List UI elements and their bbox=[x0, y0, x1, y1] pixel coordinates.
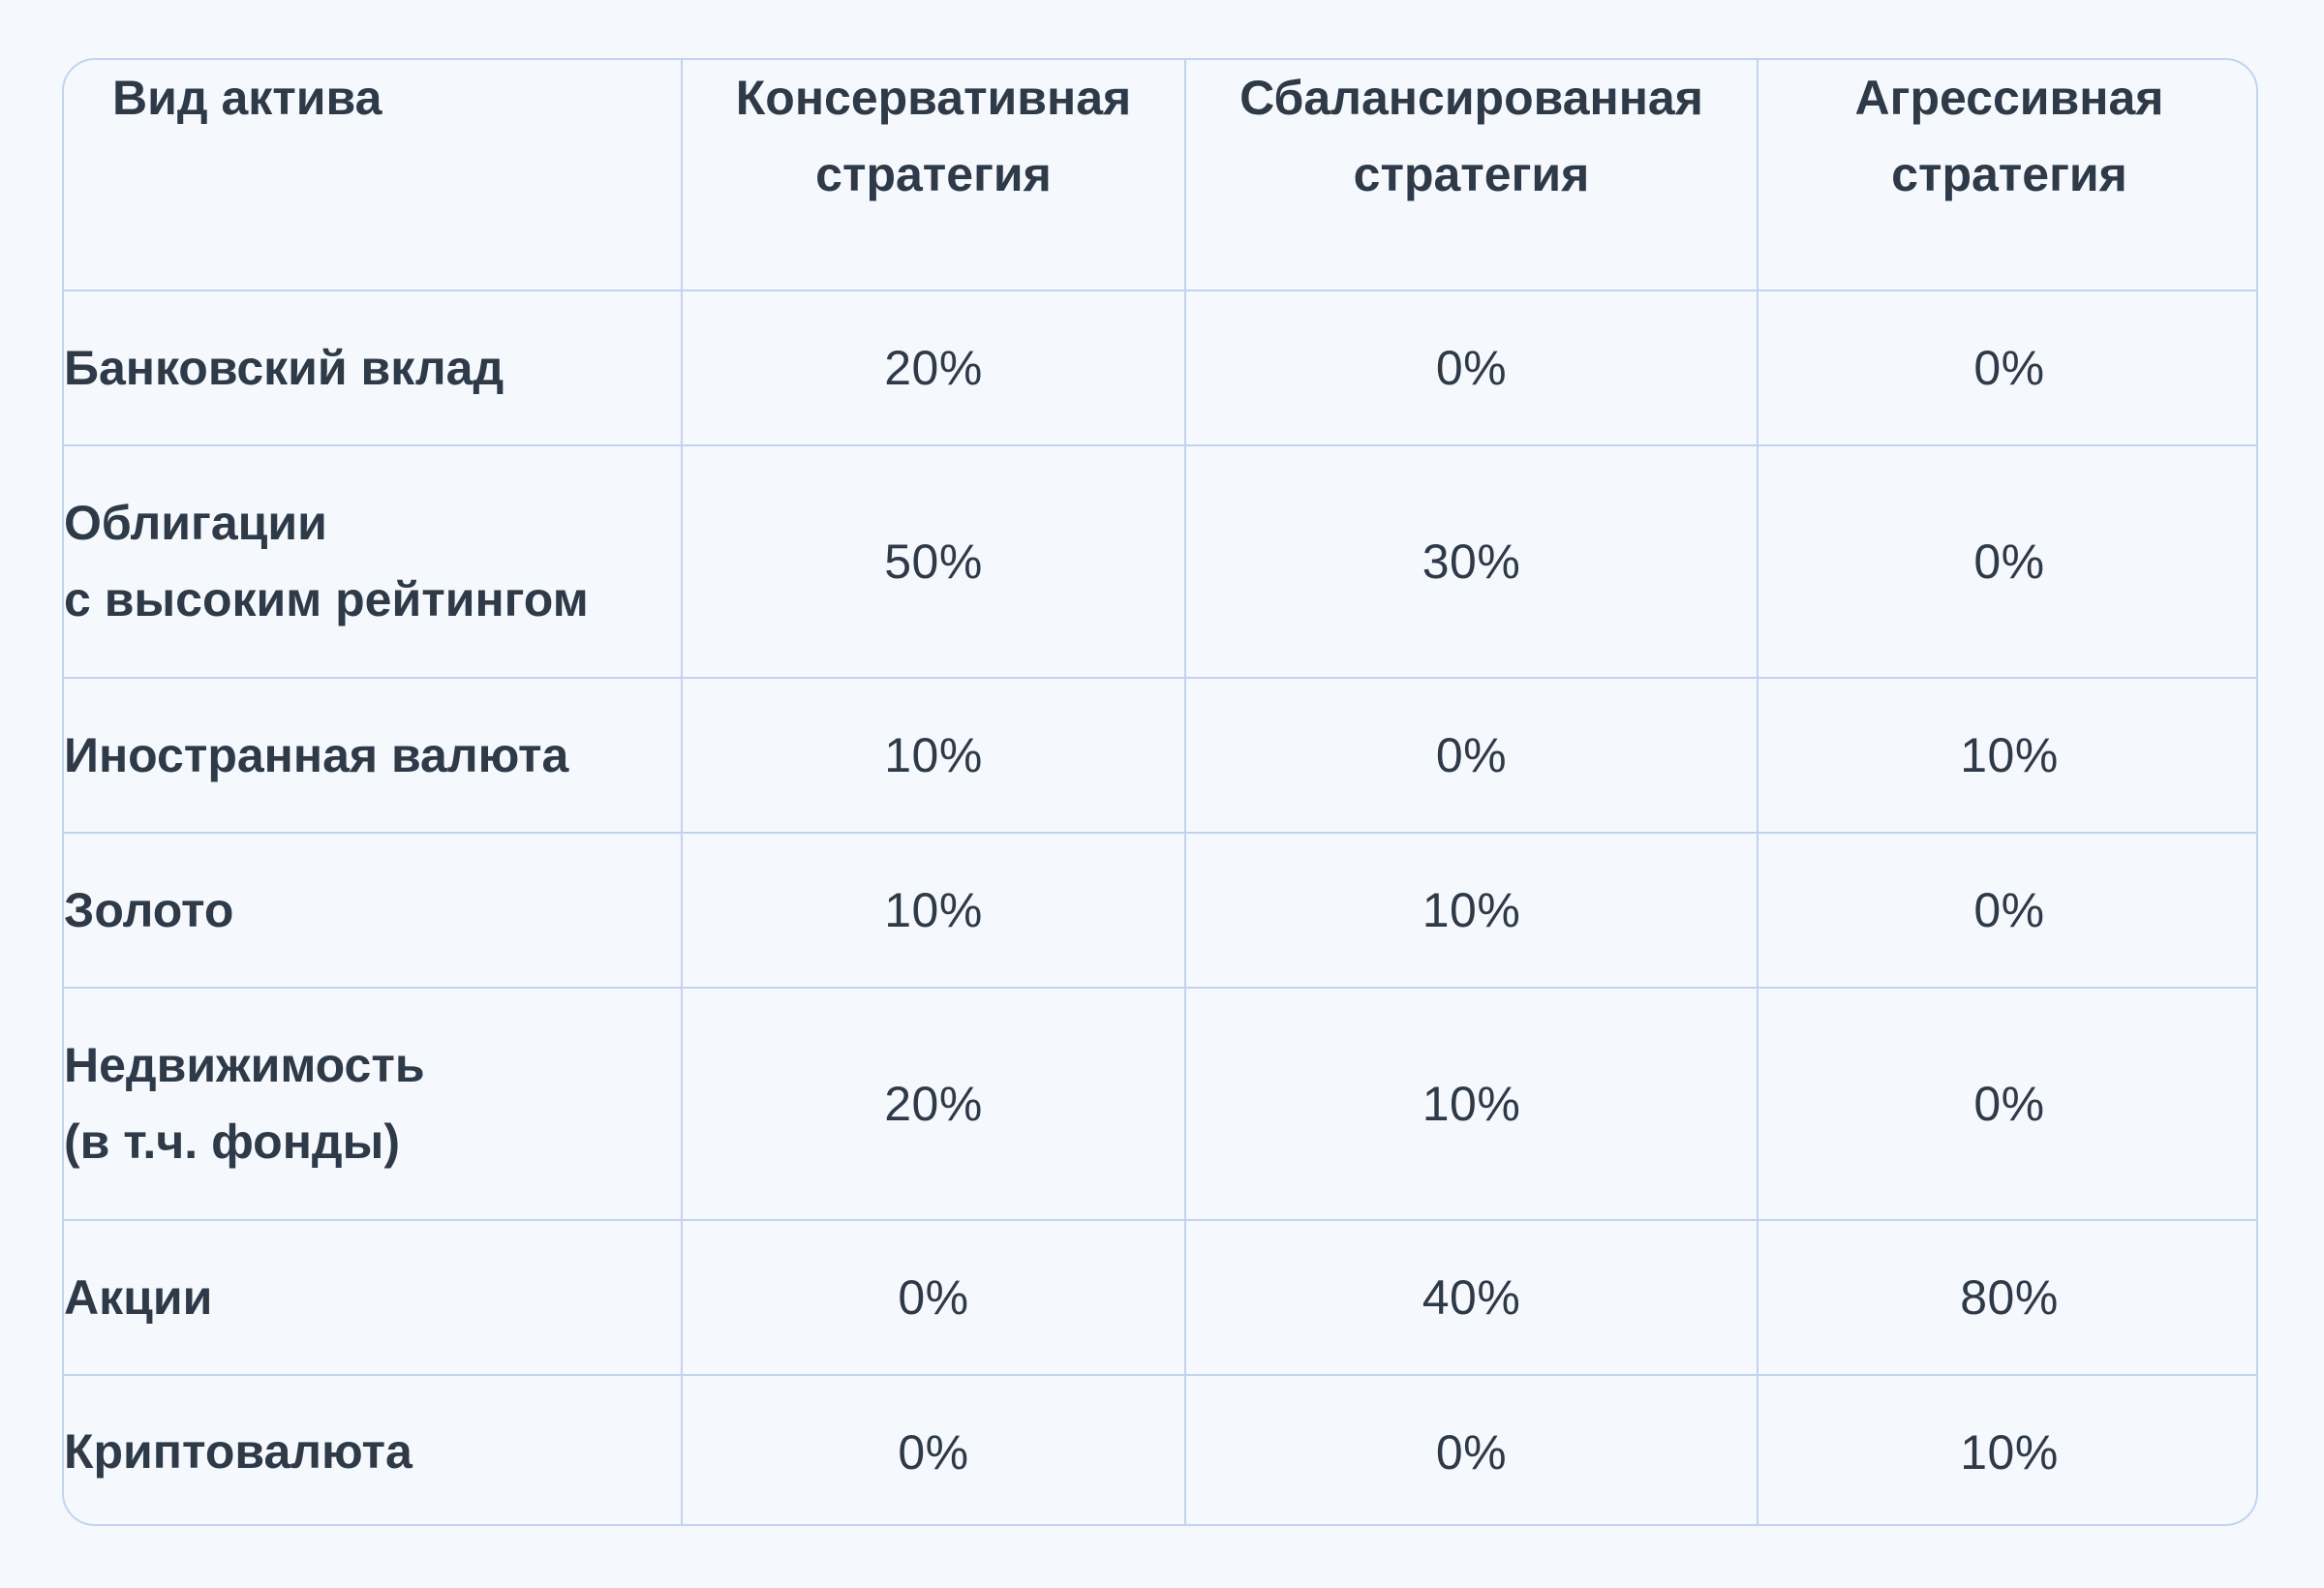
aggressive-value: 0% bbox=[1757, 832, 2256, 989]
balanced-value: 10% bbox=[1184, 832, 1758, 989]
header-balanced-strategy: Сбалансированная стратегия bbox=[1184, 60, 1758, 291]
asset-name: Акции bbox=[64, 1219, 683, 1376]
header-conservative-strategy: Консервативная стратегия bbox=[681, 60, 1186, 291]
aggressive-value: 0% bbox=[1757, 444, 2256, 679]
table-row: Банковский вклад 20% 0% 0% bbox=[64, 290, 2256, 446]
table-row: Криптовалюта 0% 0% 10% bbox=[64, 1374, 2256, 1524]
table-row: Недвижимость (в т.ч. фонды) 20% 10% 0% bbox=[64, 987, 2256, 1221]
asset-name: Банковский вклад bbox=[64, 290, 683, 446]
balanced-value: 0% bbox=[1184, 290, 1758, 446]
conservative-value: 10% bbox=[681, 677, 1186, 834]
table-row: Иностранная валюта 10% 0% 10% bbox=[64, 677, 2256, 834]
table-row: Золото 10% 10% 0% bbox=[64, 832, 2256, 989]
aggressive-value: 0% bbox=[1757, 987, 2256, 1221]
balanced-value: 10% bbox=[1184, 987, 1758, 1221]
balanced-value: 40% bbox=[1184, 1219, 1758, 1376]
asset-name: Недвижимость (в т.ч. фонды) bbox=[64, 987, 683, 1221]
asset-name: Облигации с высоким рейтингом bbox=[64, 444, 683, 679]
asset-name: Золото bbox=[64, 832, 683, 989]
allocation-table: Вид актива Консервативная стратегия Сбал… bbox=[64, 60, 2256, 1524]
table-row: Облигации с высоким рейтингом 50% 30% 0% bbox=[64, 444, 2256, 679]
table-header-row: Вид актива Консервативная стратегия Сбал… bbox=[64, 60, 2256, 291]
balanced-value: 30% bbox=[1184, 444, 1758, 679]
aggressive-value: 0% bbox=[1757, 290, 2256, 446]
aggressive-value: 80% bbox=[1757, 1219, 2256, 1376]
conservative-value: 50% bbox=[681, 444, 1186, 679]
allocation-table-card: Вид актива Консервативная стратегия Сбал… bbox=[62, 58, 2258, 1526]
aggressive-value: 10% bbox=[1757, 677, 2256, 834]
conservative-value: 10% bbox=[681, 832, 1186, 989]
conservative-value: 0% bbox=[681, 1374, 1186, 1524]
balanced-value: 0% bbox=[1184, 1374, 1758, 1524]
balanced-value: 0% bbox=[1184, 677, 1758, 834]
conservative-value: 20% bbox=[681, 987, 1186, 1221]
header-asset-type: Вид актива bbox=[64, 60, 683, 291]
header-aggressive-strategy: Агрессивная стратегия bbox=[1757, 60, 2256, 291]
asset-name: Иностранная валюта bbox=[64, 677, 683, 834]
table-row: Акции 0% 40% 80% bbox=[64, 1219, 2256, 1376]
asset-name: Криптовалюта bbox=[64, 1374, 683, 1524]
aggressive-value: 10% bbox=[1757, 1374, 2256, 1524]
conservative-value: 0% bbox=[681, 1219, 1186, 1376]
conservative-value: 20% bbox=[681, 290, 1186, 446]
